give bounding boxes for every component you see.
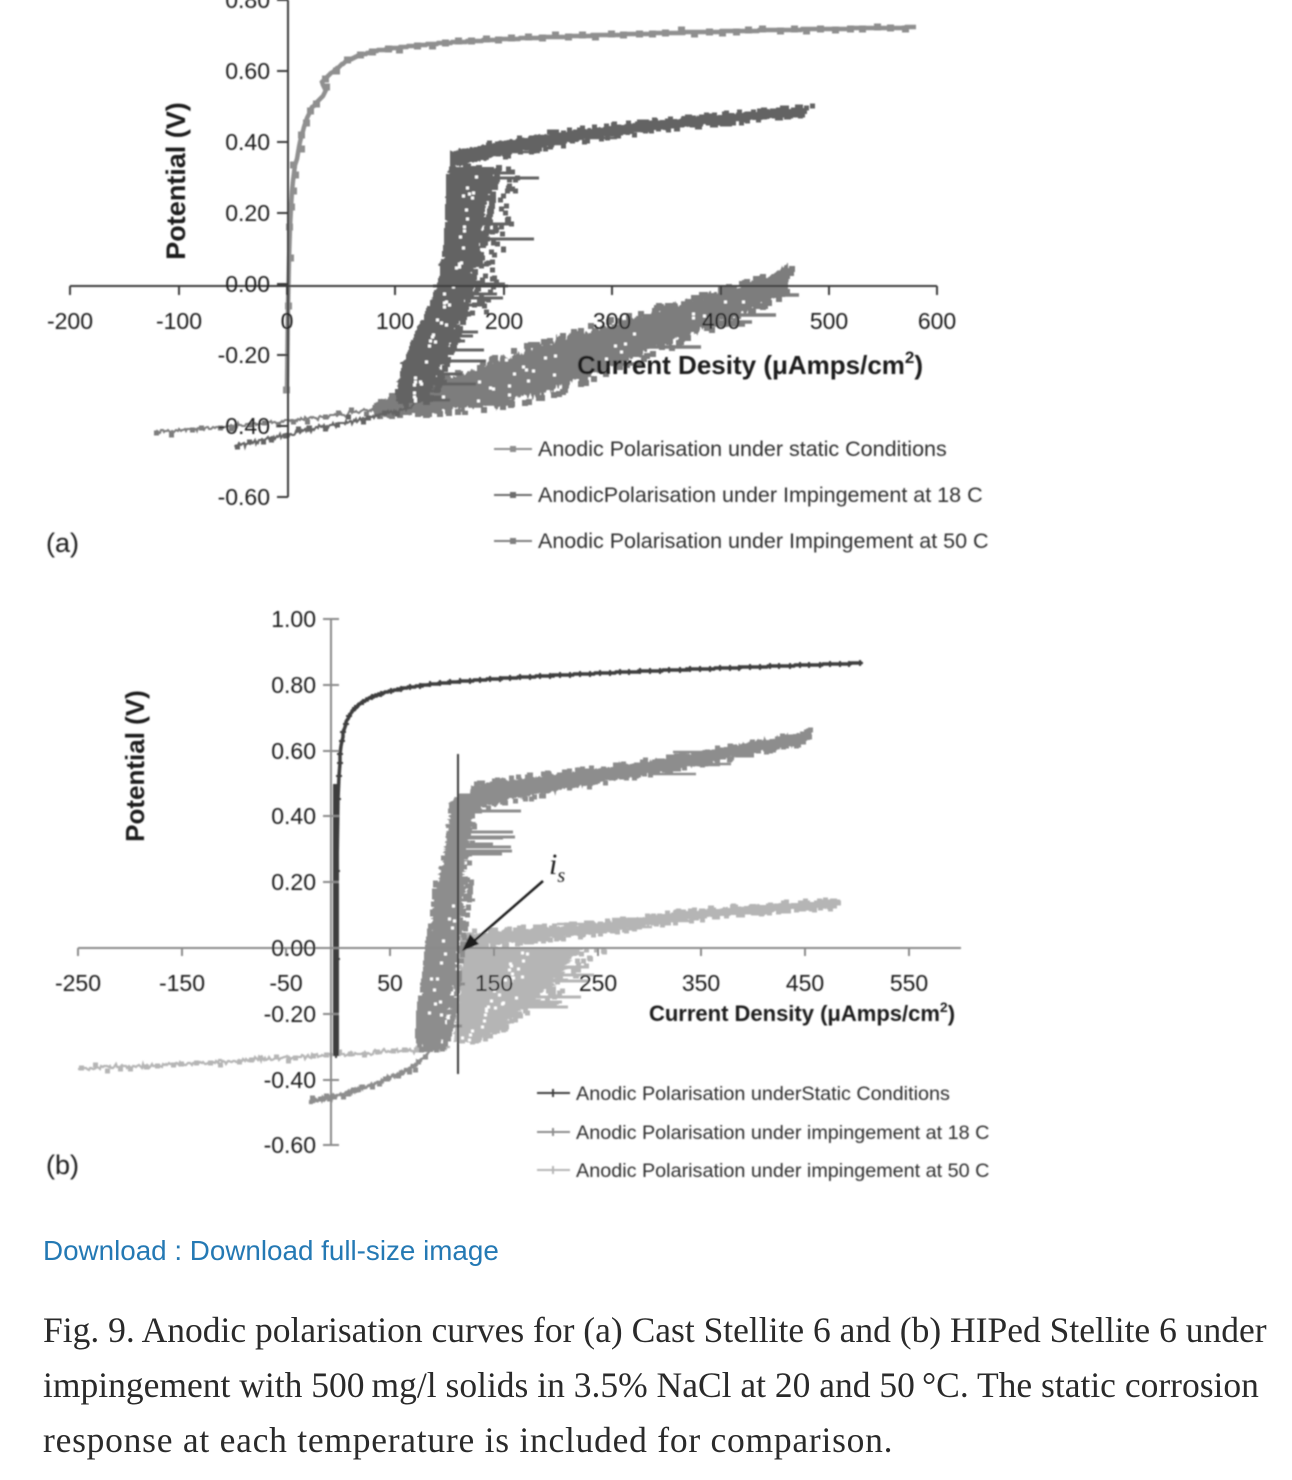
- svg-text:-0.40: -0.40: [264, 1067, 316, 1093]
- svg-text:-0.60: -0.60: [264, 1132, 316, 1158]
- svg-text:Anodic Polarisation under stat: Anodic Polarisation under static Conditi…: [538, 437, 947, 461]
- svg-text:0.00: 0.00: [271, 935, 316, 961]
- svg-text:0.00: 0.00: [225, 271, 270, 297]
- svg-text:AnodicPolarisation under Impin: AnodicPolarisation under Impingement at …: [538, 483, 983, 507]
- svg-text:0: 0: [281, 308, 294, 334]
- svg-text:350: 350: [682, 970, 720, 996]
- svg-text:0.80: 0.80: [271, 672, 316, 698]
- svg-text:0.60: 0.60: [271, 738, 316, 764]
- svg-text:-0.60: -0.60: [218, 484, 270, 510]
- svg-text:Potential (V): Potential (V): [161, 102, 191, 260]
- svg-text:is: is: [549, 848, 565, 887]
- svg-text:-250: -250: [55, 970, 101, 996]
- svg-text:Current Desity (μAmps/cm2): Current Desity (μAmps/cm2): [577, 348, 923, 380]
- svg-text:0.40: 0.40: [271, 803, 316, 829]
- svg-text:450: 450: [786, 970, 824, 996]
- svg-text:Anodic Polarisation under impi: Anodic Polarisation under impingement at…: [576, 1122, 989, 1144]
- svg-text:(a): (a): [46, 528, 79, 558]
- svg-text:550: 550: [890, 970, 928, 996]
- svg-text:-50: -50: [269, 970, 302, 996]
- svg-text:-200: -200: [47, 308, 93, 334]
- svg-text:Anodic Polarisation underStati: Anodic Polarisation underStatic Conditio…: [576, 1083, 950, 1105]
- svg-text:0.20: 0.20: [271, 869, 316, 895]
- svg-text:-0.20: -0.20: [264, 1001, 316, 1027]
- svg-text:200: 200: [485, 308, 523, 334]
- svg-text:250: 250: [579, 970, 617, 996]
- svg-text:1.00: 1.00: [271, 606, 316, 632]
- svg-text:Anodic Polarisation under impi: Anodic Polarisation under impingement at…: [576, 1160, 989, 1182]
- svg-text:0.20: 0.20: [225, 200, 270, 226]
- svg-text:0.80: 0.80: [225, 0, 270, 13]
- svg-text:-0.40: -0.40: [218, 413, 270, 439]
- svg-text:Potential (V): Potential (V): [120, 690, 150, 842]
- svg-text:-100: -100: [156, 308, 202, 334]
- svg-text:400: 400: [702, 308, 740, 334]
- svg-text:600: 600: [918, 308, 956, 334]
- svg-text:Anodic Polarisation under Impi: Anodic Polarisation under Impingement at…: [538, 529, 989, 553]
- svg-text:100: 100: [376, 308, 414, 334]
- svg-text:Current Density (μAmps/cm2): Current Density (μAmps/cm2): [649, 999, 955, 1026]
- svg-text:50: 50: [377, 970, 403, 996]
- svg-text:500: 500: [810, 308, 848, 334]
- svg-text:0.60: 0.60: [225, 58, 270, 84]
- svg-text:0.40: 0.40: [225, 129, 270, 155]
- svg-text:-150: -150: [159, 970, 205, 996]
- svg-text:-0.20: -0.20: [218, 342, 270, 368]
- svg-text:300: 300: [593, 308, 631, 334]
- svg-text:150: 150: [475, 970, 513, 996]
- svg-text:(b): (b): [46, 1150, 79, 1180]
